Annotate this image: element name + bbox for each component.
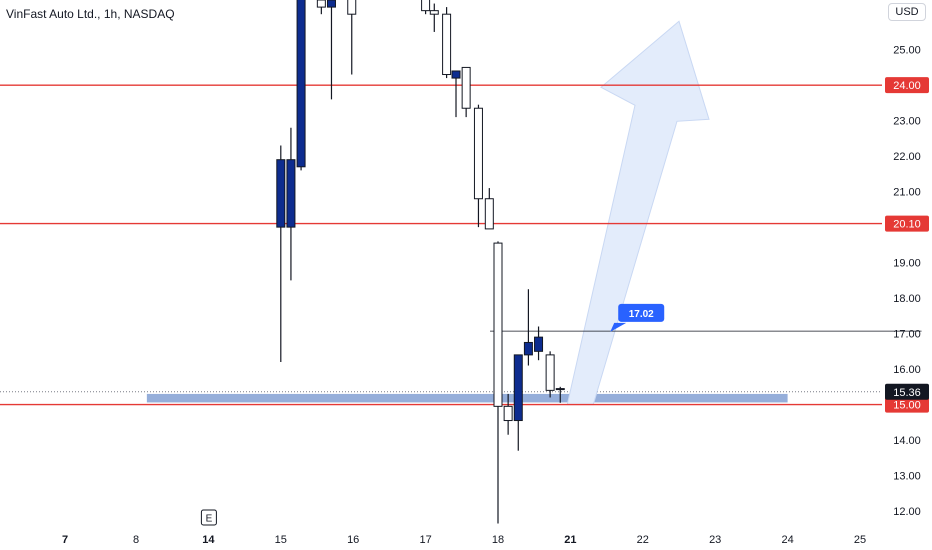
candle-body xyxy=(326,0,336,8)
candle-body xyxy=(513,354,523,422)
current-price-label: 15.36 xyxy=(893,387,921,399)
candle-body xyxy=(555,388,565,391)
y-tick-label: 16.00 xyxy=(893,364,921,376)
candle-body xyxy=(276,159,286,228)
candle-body xyxy=(421,0,431,12)
support-zone-layer xyxy=(0,391,882,403)
candle-body xyxy=(503,405,513,422)
candle-body xyxy=(523,341,533,356)
y-tick-label: 18.00 xyxy=(893,293,921,305)
chart-title: VinFast Auto Ltd., 1h, NASDAQ xyxy=(6,7,175,21)
earnings-marker xyxy=(200,509,217,526)
candle-body xyxy=(429,10,439,15)
x-axis-ticks: 7 8 14 15 16 17 18 21 22 23 24 25 xyxy=(62,534,866,546)
x-tick-label: 21 xyxy=(564,534,576,546)
y-tick-label: 23.00 xyxy=(893,116,921,128)
x-tick-label: 24 xyxy=(781,534,793,546)
candle-body xyxy=(451,70,461,79)
candle-body xyxy=(534,336,544,352)
y-tick-label: 13.00 xyxy=(893,471,921,483)
level-price-tag xyxy=(885,215,929,232)
x-tick-label: 8 xyxy=(133,534,139,546)
y-tick-label: 17.00 xyxy=(893,329,921,341)
candle-body xyxy=(484,198,494,230)
x-tick-label: 18 xyxy=(492,534,504,546)
x-tick-label: 23 xyxy=(709,534,721,546)
projection-arrow-layer xyxy=(566,20,710,406)
x-tick-label: 14 xyxy=(202,534,215,546)
candle-body xyxy=(347,0,357,15)
x-tick-label: 25 xyxy=(854,534,866,546)
x-tick-label: 7 xyxy=(62,534,68,546)
y-tick-label: 22.00 xyxy=(893,151,921,163)
level-price-label: 20.10 xyxy=(893,219,921,231)
level-price-label: 24.00 xyxy=(893,80,921,92)
candle-body xyxy=(473,107,483,200)
candle-body xyxy=(286,159,296,228)
candles-layer xyxy=(276,0,565,524)
candle-body xyxy=(461,66,471,109)
candle-body xyxy=(545,354,555,391)
support-zone xyxy=(146,393,788,403)
y-tick-label: 21.00 xyxy=(893,187,921,199)
current-price-tag xyxy=(885,383,929,400)
candle-body xyxy=(316,0,326,8)
level-price-tag xyxy=(885,396,929,413)
earnings-marker-label: E xyxy=(206,514,213,525)
candle-body xyxy=(296,0,306,168)
level-price-label: 15.00 xyxy=(893,400,921,412)
currency-button[interactable]: USD xyxy=(888,3,926,21)
annotations-layer: 17.02 E xyxy=(200,303,665,526)
x-tick-label: 22 xyxy=(637,534,649,546)
x-tick-label: 17 xyxy=(419,534,431,546)
candle-body xyxy=(493,242,503,407)
x-tick-label: 16 xyxy=(347,534,359,546)
y-tick-label: 19.00 xyxy=(893,258,921,270)
level-price-tag xyxy=(885,77,929,94)
y-tick-label: 25.00 xyxy=(893,45,921,57)
y-axis-ticks: 25.00 23.00 22.00 21.00 19.00 18.00 17.00 16.00… xyxy=(893,45,921,518)
y-tick-label: 14.00 xyxy=(893,435,921,447)
y-tick-label: 12.00 xyxy=(893,506,921,518)
callout-label: 17.02 xyxy=(629,309,654,320)
x-tick-label: 15 xyxy=(275,534,287,546)
callout-pointer xyxy=(610,322,627,332)
candle-body xyxy=(442,13,452,76)
projection-arrow xyxy=(566,20,710,406)
callout-box xyxy=(618,303,665,322)
